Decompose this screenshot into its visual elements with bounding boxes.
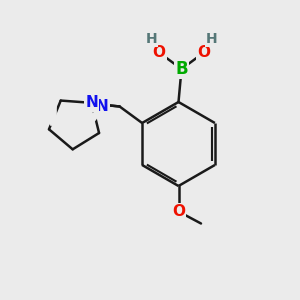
Text: N: N xyxy=(96,99,108,114)
Text: H: H xyxy=(146,32,157,46)
Text: H: H xyxy=(206,32,217,46)
Text: O: O xyxy=(152,45,166,60)
Text: N: N xyxy=(85,95,98,110)
Text: B: B xyxy=(175,60,188,78)
Text: O: O xyxy=(197,45,211,60)
Text: O: O xyxy=(172,204,185,219)
